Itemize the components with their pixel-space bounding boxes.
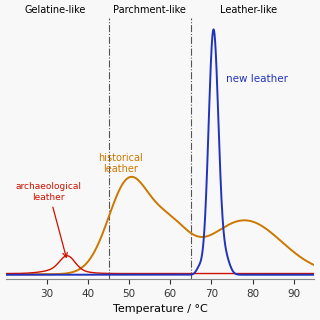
Text: Leather-like: Leather-like	[220, 5, 277, 15]
Text: archaeological
leather: archaeological leather	[16, 182, 82, 257]
Text: Parchment-like: Parchment-like	[113, 5, 186, 15]
Text: historical
leather: historical leather	[99, 153, 143, 174]
X-axis label: Temperature / °C: Temperature / °C	[113, 304, 207, 315]
Text: Gelatine-like: Gelatine-like	[24, 5, 86, 15]
Text: new leather: new leather	[226, 74, 288, 84]
